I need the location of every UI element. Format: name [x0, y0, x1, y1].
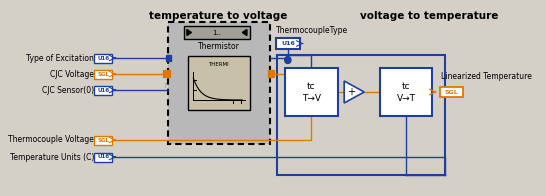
Text: U16: U16 [281, 41, 295, 46]
Text: Thermocouple Voltage: Thermocouple Voltage [8, 135, 94, 144]
Text: T→V: T→V [302, 93, 321, 103]
Text: ?: ? [163, 83, 167, 89]
Text: Linearized Temperature: Linearized Temperature [442, 72, 532, 81]
Bar [184, 26, 250, 39]
Bar [285, 68, 338, 116]
Bar [94, 85, 112, 94]
Bar [163, 70, 170, 77]
Polygon shape [242, 30, 247, 35]
Text: SGL: SGL [444, 90, 458, 94]
Text: CJC Voltage: CJC Voltage [50, 70, 94, 79]
FancyBboxPatch shape [168, 22, 270, 144]
Text: temperature to voltage: temperature to voltage [149, 11, 287, 21]
Text: U16: U16 [97, 87, 109, 93]
Text: 1..: 1.. [212, 30, 222, 35]
Circle shape [284, 56, 291, 64]
Text: U16: U16 [97, 55, 109, 61]
Text: tc: tc [402, 82, 410, 91]
Text: Type of Excitation: Type of Excitation [26, 54, 94, 63]
Bar [268, 70, 274, 77]
Bar [277, 55, 445, 175]
Text: THERMI: THERMI [209, 62, 229, 66]
Bar [94, 135, 112, 144]
Bar [440, 87, 463, 97]
Bar [188, 56, 250, 110]
Polygon shape [187, 30, 192, 35]
Polygon shape [344, 81, 364, 103]
Text: CJC Sensor(0): CJC Sensor(0) [42, 85, 94, 94]
Bar [166, 55, 171, 61]
Text: SGL: SGL [97, 72, 109, 76]
Text: SGL: SGL [97, 138, 109, 142]
Text: Thermistor: Thermistor [198, 42, 240, 51]
Text: +: + [347, 87, 355, 97]
Bar [94, 152, 112, 162]
Text: ThermocoupleType: ThermocoupleType [276, 26, 348, 35]
Text: U16: U16 [97, 154, 109, 160]
Bar [94, 54, 112, 63]
Text: tc: tc [307, 82, 316, 91]
Text: Temperature Units (C): Temperature Units (C) [10, 152, 94, 162]
Text: V→T: V→T [396, 93, 416, 103]
Bar [276, 38, 300, 49]
Bar [379, 68, 432, 116]
Bar [94, 70, 112, 79]
Text: voltage to temperature: voltage to temperature [359, 11, 498, 21]
